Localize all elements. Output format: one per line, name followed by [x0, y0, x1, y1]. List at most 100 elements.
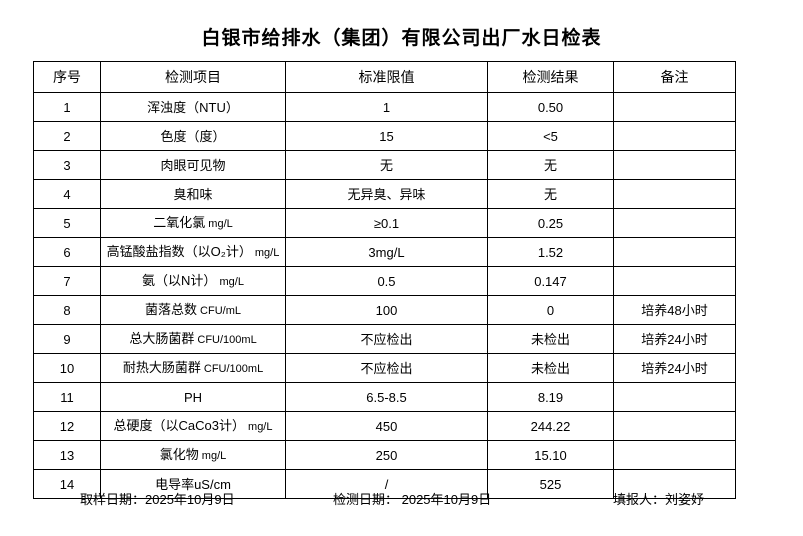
inspection-table: 序号 检测项目 标准限值 检测结果 备注 1 浑浊度（NTU） 1 0.50 2 色度（度… — [33, 61, 736, 499]
table-row: 10 耐热大肠菌群 CFU/100mL 不应检出 未检出 培养24小时 — [33, 353, 736, 383]
cell-no: 14 — [33, 469, 101, 499]
cell-result: 0.50 — [487, 92, 614, 122]
item-name: 菌落总数 — [144, 301, 197, 317]
inspection-table-wrap: 序号 检测项目 标准限值 检测结果 备注 1 浑浊度（NTU） 1 0.50 2 色度（度… — [33, 61, 736, 499]
item-name: 氯化物 — [159, 446, 199, 462]
item-unit: mg/L — [244, 420, 273, 433]
item-unit: mg/L — [198, 449, 227, 462]
cell-item: 耐热大肠菌群 CFU/100mL — [100, 353, 286, 383]
table-header-row: 序号 检测项目 标准限值 检测结果 备注 — [33, 61, 736, 93]
cell-result: 未检出 — [487, 324, 614, 354]
cell-no: 13 — [33, 440, 101, 470]
cell-item: 肉眼可见物 — [100, 150, 286, 180]
cell-no: 1 — [33, 92, 101, 122]
table-row: 7 氨（以N计） mg/L 0.5 0.147 — [33, 266, 736, 296]
cell-remark: 培养48小时 — [613, 295, 736, 325]
item-name: PH — [183, 389, 203, 405]
cell-no: 4 — [33, 179, 101, 209]
cell-result: 525 — [487, 469, 614, 499]
item-name: 总硬度（以CaCo3计） — [113, 417, 245, 433]
reporter-name: 填报人：刘姿妤 — [613, 492, 705, 507]
cell-result: 0.25 — [487, 208, 614, 238]
item-name: 臭和味 — [173, 186, 213, 202]
item-unit: mg/L — [216, 275, 244, 288]
cell-no: 5 — [33, 208, 101, 238]
cell-limit: 250 — [285, 440, 488, 470]
table-row: 6 高锰酸盐指数（以O₂计） mg/L 3mg/L 1.52 — [33, 237, 736, 267]
cell-result: 8.19 — [487, 382, 614, 412]
cell-item: 菌落总数 CFU/mL — [100, 295, 286, 325]
item-name: 色度（度） — [160, 128, 226, 144]
cell-item: 氨（以N计） mg/L — [100, 266, 286, 296]
sampling-date: 取样日期：2025年10月9日 — [80, 492, 235, 507]
cell-limit: 15 — [285, 121, 488, 151]
column-header-no: 序号 — [33, 61, 101, 93]
item-unit: CFU/mL — [197, 304, 241, 317]
item-name: 电导率uS/cm — [155, 476, 231, 492]
cell-item: 色度（度） — [100, 121, 286, 151]
table-row: 2 色度（度） 15 <5 — [33, 121, 736, 151]
column-header-limit: 标准限值 — [285, 61, 488, 93]
table-row: 11 PH 6.5-8.5 8.19 — [33, 382, 736, 412]
cell-item: 浑浊度（NTU） — [100, 92, 286, 122]
cell-limit: 0.5 — [285, 266, 488, 296]
item-name: 浑浊度（NTU） — [147, 99, 239, 115]
cell-result: 0.147 — [487, 266, 614, 296]
cell-result: 无 — [487, 150, 614, 180]
cell-remark — [613, 382, 736, 412]
cell-item: 总大肠菌群 CFU/100mL — [100, 324, 286, 354]
item-name: 总大肠菌群 — [129, 330, 195, 346]
cell-remark — [613, 266, 736, 296]
item-name: 耐热大肠菌群 — [122, 359, 201, 375]
item-name: 肉眼可见物 — [160, 157, 226, 173]
cell-no: 8 — [33, 295, 101, 325]
column-header-result: 检测结果 — [487, 61, 614, 93]
cell-item: PH — [100, 382, 286, 412]
cell-limit: 1 — [285, 92, 488, 122]
item-unit: mg/L — [205, 217, 233, 230]
cell-result: 15.10 — [487, 440, 614, 470]
cell-result: 无 — [487, 179, 614, 209]
cell-no: 9 — [33, 324, 101, 354]
cell-limit: 无异臭、异味 — [285, 179, 488, 209]
cell-remark: 培养24小时 — [613, 324, 736, 354]
cell-no: 11 — [33, 382, 101, 412]
cell-item: 高锰酸盐指数（以O₂计） mg/L — [100, 237, 286, 267]
footer: 取样日期：2025年10月9日 检测日期： 2025年10月9日 填报人：刘姿妤 — [33, 489, 735, 508]
cell-limit: 3mg/L — [285, 237, 488, 267]
cell-limit: 不应检出 — [285, 353, 488, 383]
cell-item: 总硬度（以CaCo3计） mg/L — [100, 411, 286, 441]
table-row: 3 肉眼可见物 无无 — [33, 150, 736, 180]
item-name: 高锰酸盐指数（以O₂计） — [106, 243, 252, 259]
cell-limit: ≥0.1 — [285, 208, 488, 238]
cell-no: 6 — [33, 237, 101, 267]
table-row: 4 臭和味 无异臭、异味无 — [33, 179, 736, 209]
cell-remark — [613, 150, 736, 180]
table-row: 9 总大肠菌群 CFU/100mL 不应检出 未检出 培养24小时 — [33, 324, 736, 354]
cell-item: 二氧化氯 mg/L — [100, 208, 286, 238]
table-row: 14 电导率uS/cm/525 — [33, 469, 736, 499]
cell-remark — [613, 92, 736, 122]
cell-no: 2 — [33, 121, 101, 151]
cell-limit: 无 — [285, 150, 488, 180]
cell-limit: 不应检出 — [285, 324, 488, 354]
cell-remark — [613, 121, 736, 151]
cell-result: 1.52 — [487, 237, 614, 267]
test-date: 检测日期： 2025年10月9日 — [333, 492, 492, 507]
cell-result: 244.22 — [487, 411, 614, 441]
cell-item: 氯化物 mg/L — [100, 440, 286, 470]
cell-no: 12 — [33, 411, 101, 441]
table-body: 序号 检测项目 标准限值 检测结果 备注 1 浑浊度（NTU） 1 0.50 2 色度（度… — [33, 61, 736, 499]
item-name: 氨（以N计） — [142, 272, 217, 288]
cell-remark — [613, 440, 736, 470]
cell-no: 3 — [33, 150, 101, 180]
column-header-remark: 备注 — [613, 61, 736, 93]
cell-remark — [613, 469, 736, 499]
page-title: 白银市给排水（集团）有限公司出厂水日检表 — [201, 28, 602, 49]
cell-remark: 培养24小时 — [613, 353, 736, 383]
cell-remark — [613, 208, 736, 238]
table-row: 12 总硬度（以CaCo3计） mg/L 450 244.22 — [33, 411, 736, 441]
cell-remark — [613, 411, 736, 441]
item-name: 二氧化氯 — [153, 214, 206, 230]
